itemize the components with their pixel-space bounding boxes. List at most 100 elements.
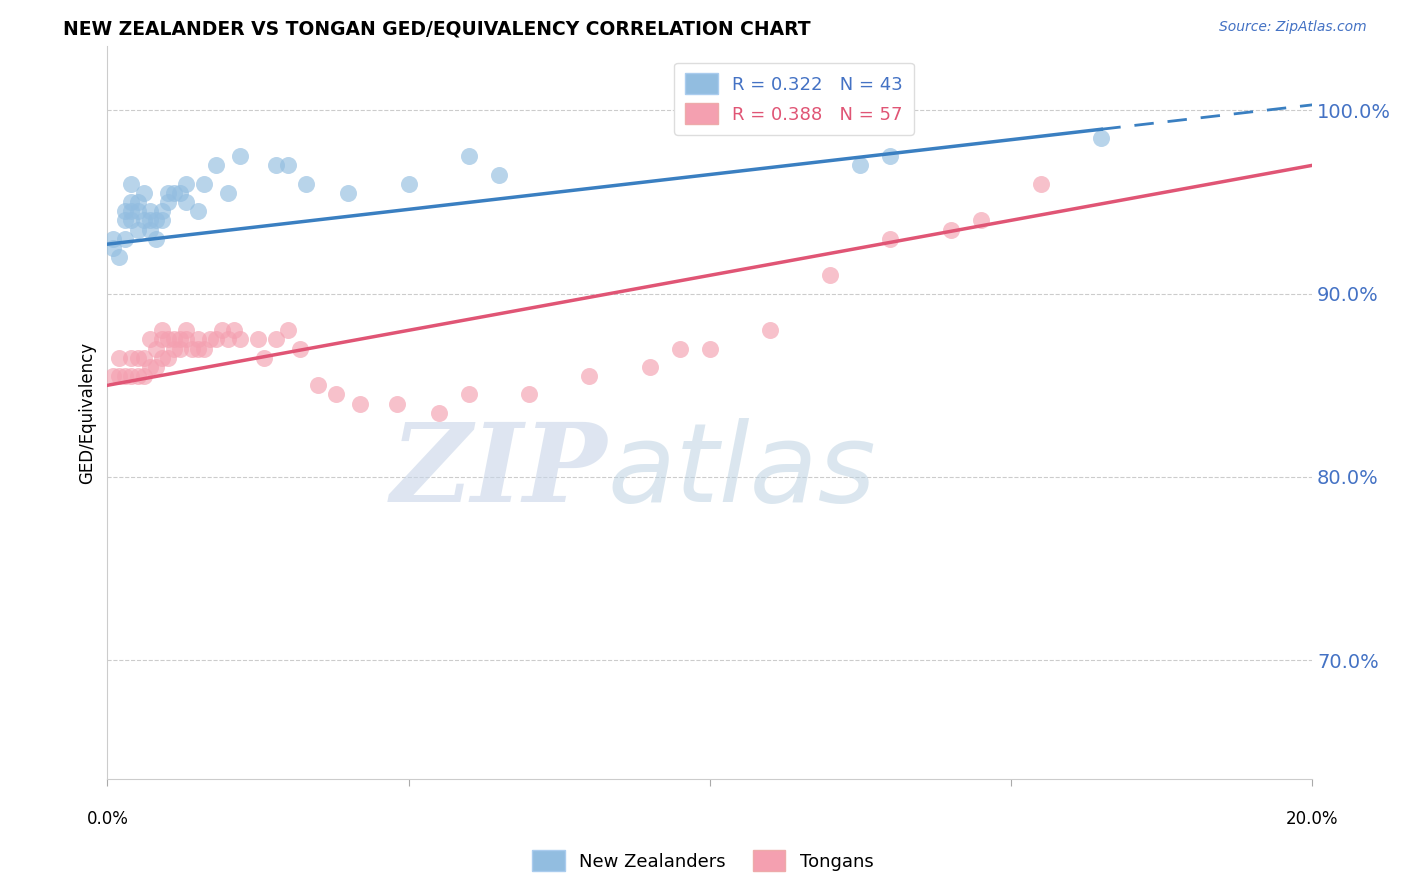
Point (127, 194, 149, 209)
Point (211, 323, 233, 337)
Point (264, 158, 287, 172)
Point (138, 359, 160, 374)
Point (939, 222, 962, 236)
Point (114, 213, 136, 227)
Point (145, 342, 167, 356)
Point (759, 323, 782, 337)
Point (818, 268, 841, 283)
Point (193, 177, 215, 191)
Point (174, 333, 197, 347)
Point (217, 186, 239, 200)
Point (488, 168, 510, 182)
Point (108, 250, 131, 264)
Point (638, 359, 661, 374)
Point (264, 333, 287, 347)
Point (198, 333, 221, 347)
Point (132, 369, 155, 384)
Point (127, 222, 149, 236)
Point (849, 158, 872, 172)
Point (325, 387, 347, 401)
Point (138, 222, 160, 236)
Point (103, 232, 125, 246)
Point (427, 406, 450, 420)
Point (204, 333, 226, 347)
Point (193, 342, 215, 356)
Point (385, 397, 408, 411)
Point (163, 333, 186, 347)
Point (699, 342, 721, 356)
Point (169, 342, 191, 356)
Point (1090, 131, 1112, 145)
Point (879, 232, 901, 246)
Point (277, 323, 299, 337)
Point (127, 204, 149, 219)
Point (156, 194, 179, 209)
Point (138, 333, 160, 347)
Point (145, 232, 167, 246)
Point (132, 186, 155, 200)
Point (114, 369, 136, 384)
Point (150, 323, 173, 337)
Point (222, 323, 245, 337)
Point (127, 369, 149, 384)
Point (295, 177, 318, 191)
Point (970, 213, 993, 227)
Point (114, 232, 136, 246)
Y-axis label: GED/Equivalency: GED/Equivalency (79, 342, 96, 483)
Point (277, 158, 299, 172)
Point (150, 333, 173, 347)
Point (145, 213, 167, 227)
Point (121, 369, 143, 384)
Point (121, 204, 143, 219)
Point (103, 369, 125, 384)
Legend: New Zealanders, Tongans: New Zealanders, Tongans (524, 843, 882, 879)
Point (150, 351, 173, 365)
Point (288, 342, 311, 356)
Point (398, 177, 420, 191)
Point (121, 351, 143, 365)
Point (217, 333, 239, 347)
Point (121, 213, 143, 227)
Point (138, 213, 160, 227)
Point (349, 397, 371, 411)
Point (156, 186, 179, 200)
Text: 20.0%: 20.0% (1286, 810, 1339, 828)
Point (517, 387, 540, 401)
Point (180, 342, 202, 356)
Point (114, 204, 136, 219)
Point (307, 378, 329, 392)
Point (187, 342, 209, 356)
Point (253, 351, 276, 365)
Text: atlas: atlas (607, 418, 876, 525)
Point (578, 369, 600, 384)
Point (246, 333, 269, 347)
Point (229, 149, 252, 163)
Text: ZIP: ZIP (391, 417, 607, 525)
Point (163, 186, 186, 200)
Point (337, 186, 360, 200)
Point (169, 333, 191, 347)
Point (127, 351, 149, 365)
Point (879, 149, 901, 163)
Text: 0.0%: 0.0% (86, 810, 128, 828)
Point (187, 333, 209, 347)
Point (163, 342, 186, 356)
Point (169, 186, 191, 200)
Point (121, 194, 143, 209)
Point (229, 333, 252, 347)
Point (457, 387, 479, 401)
Point (174, 177, 197, 191)
Point (174, 194, 197, 209)
Point (187, 204, 209, 219)
Point (121, 177, 143, 191)
Point (103, 241, 125, 255)
Point (150, 204, 173, 219)
Point (457, 149, 479, 163)
Point (668, 342, 690, 356)
Point (1029, 177, 1052, 191)
Point (156, 333, 179, 347)
Point (132, 213, 155, 227)
Point (108, 351, 131, 365)
Point (204, 158, 226, 172)
Text: NEW ZEALANDER VS TONGAN GED/EQUIVALENCY CORRELATION CHART: NEW ZEALANDER VS TONGAN GED/EQUIVALENCY … (63, 20, 811, 38)
